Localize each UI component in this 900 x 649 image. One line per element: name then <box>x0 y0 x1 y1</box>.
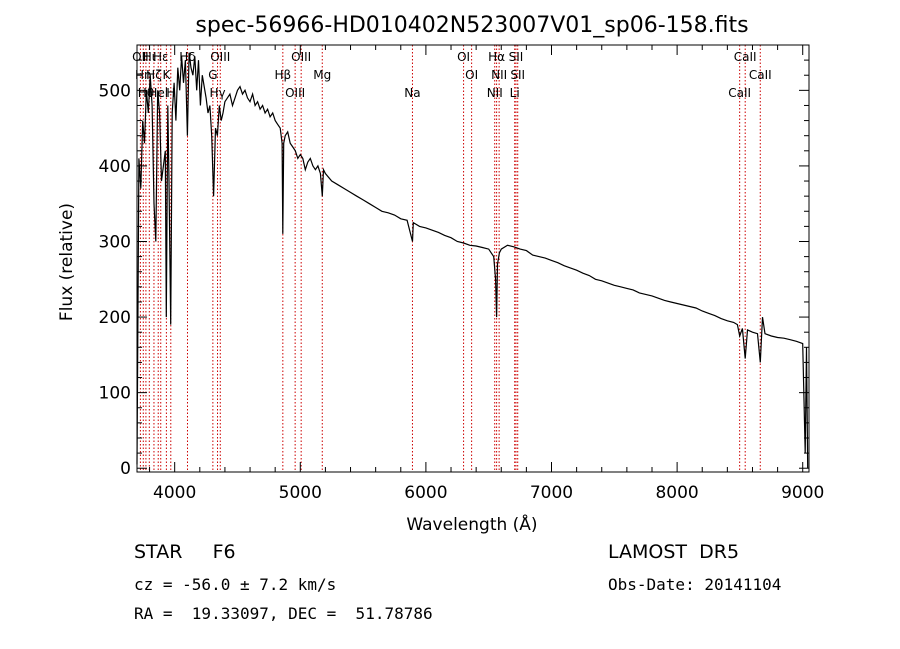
x-axis-label: Wavelength (Å) <box>406 513 537 535</box>
line-label-nii: NII <box>491 68 507 82</box>
line-label-hβ: Hβ <box>274 68 291 82</box>
line-label-hη: Hη <box>135 68 152 82</box>
line-label-h: H <box>166 86 175 100</box>
line-label-nii: NII <box>487 86 503 100</box>
line-label-caii: CaII <box>734 50 757 64</box>
line-label-oi: OI <box>457 50 470 64</box>
line-label-g: G <box>208 68 217 82</box>
y-axis: 0 100 200 300 400 500 <box>99 59 809 479</box>
line-label-caii: CaII <box>728 86 751 100</box>
y-tick-label: 0 <box>120 459 131 479</box>
line-label-oiii: OIII <box>291 50 311 64</box>
line-label-hζ: Hζ <box>146 68 162 82</box>
line-label-hγ: Hγ <box>209 86 225 100</box>
class-label: STAR F6 <box>134 541 236 563</box>
y-tick-label: 500 <box>99 81 131 101</box>
y-tick-label: 400 <box>99 157 131 177</box>
line-label-k: K <box>162 68 171 82</box>
obs-date-label: Obs-Date: 20141104 <box>608 575 782 594</box>
x-tick-label: 8000 <box>655 483 698 503</box>
survey-label: LAMOST DR5 <box>608 541 740 563</box>
line-markers <box>139 45 761 472</box>
line-label-hε: Hε <box>153 50 169 64</box>
plot-frame <box>136 44 810 473</box>
line-label-na: Na <box>404 86 420 100</box>
chart-title: spec-56966-HD010402N523007V01_sp06-158.f… <box>195 13 748 38</box>
x-axis: 4000 5000 6000 7000 8000 9000 <box>149 45 824 503</box>
spectrum-line <box>136 52 809 469</box>
line-label-sii: SII <box>510 68 525 82</box>
y-tick-label: 200 <box>99 308 131 328</box>
line-labels: OIIHηHθHιHζHelHεKHHδGHγOIIIHβOIIIOIIIMgN… <box>132 50 772 100</box>
line-label-hα: Hα <box>488 50 505 64</box>
line-label-hδ: Hδ <box>179 50 195 64</box>
line-label-oii: OII <box>132 50 149 64</box>
coordinates-label: RA = 19.33097, DEC = 51.78786 <box>134 604 433 623</box>
x-tick-label: 9000 <box>781 483 824 503</box>
line-label-hι: Hι <box>143 50 156 64</box>
line-label-li: Li <box>510 86 520 100</box>
y-tick-label: 300 <box>99 232 131 252</box>
line-label-mg: Mg <box>313 68 331 82</box>
line-label-caii: CaII <box>749 68 772 82</box>
y-tick-label: 100 <box>99 384 131 404</box>
line-label-oi: OI <box>465 68 478 82</box>
x-tick-label: 7000 <box>530 483 573 503</box>
line-label-sii: SII <box>509 50 524 64</box>
redshift-label: cz = -56.0 ± 7.2 km/s <box>134 575 337 594</box>
line-label-oiii: OIII <box>210 50 230 64</box>
y-axis-label: Flux (relative) <box>57 203 77 321</box>
x-tick-label: 4000 <box>153 483 196 503</box>
x-tick-label: 6000 <box>404 483 447 503</box>
x-tick-label: 5000 <box>279 483 322 503</box>
line-label-oiii: OIII <box>285 86 305 100</box>
